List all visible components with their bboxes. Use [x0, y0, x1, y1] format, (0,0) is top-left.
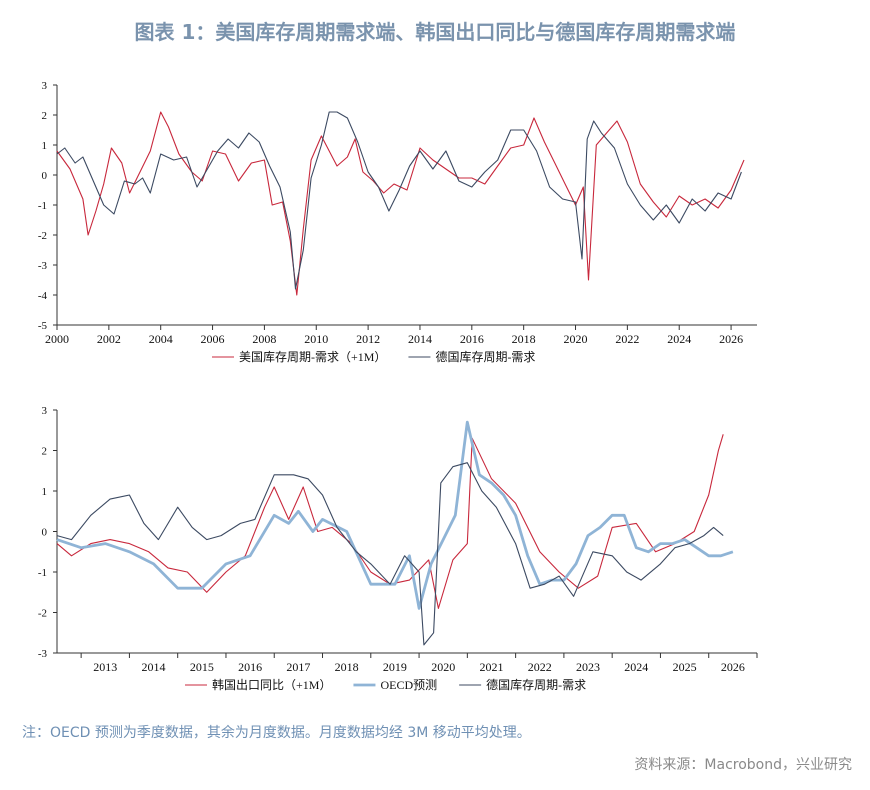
- x-tick-label: 2012: [356, 332, 380, 346]
- y-tick-label: -3: [38, 260, 48, 272]
- legend-label-0: 美国库存周期-需求（+1M）: [239, 349, 386, 364]
- x-tick-label: 2018: [512, 332, 536, 346]
- x-tick-label: 2024: [667, 332, 691, 346]
- x-tick-label: 2008: [252, 332, 276, 346]
- chart-title: 图表 1：美国库存周期需求端、韩国出口同比与德国库存周期需求端: [134, 20, 736, 44]
- x-tick-label: 2018: [335, 660, 359, 674]
- legend-label-1: 德国库存周期-需求: [435, 349, 535, 364]
- footnote: 注：OECD 预测为季度数据，其余为月度数据。月度数据均经 3M 移动平均处理。: [22, 725, 531, 741]
- y-tick-label: -3: [38, 648, 48, 660]
- y-tick-label: 3: [42, 80, 48, 92]
- x-tick-label: 2013: [93, 660, 117, 674]
- x-tick-label: 2014: [408, 332, 432, 346]
- y-tick-label: -4: [38, 290, 48, 302]
- x-tick-label: 2010: [304, 332, 328, 346]
- series-line-1: [56, 420, 734, 610]
- x-tick-label: 2006: [201, 332, 225, 346]
- x-tick-label: 2014: [142, 660, 166, 674]
- x-tick-label: 2019: [383, 660, 407, 674]
- x-tick-label: 2025: [673, 660, 697, 674]
- x-tick-label: 2002: [97, 332, 121, 346]
- x-tick-label: 2022: [528, 660, 552, 674]
- x-tick-label: 2017: [286, 660, 310, 674]
- x-tick-label: 2022: [615, 332, 639, 346]
- x-tick-label: 2020: [564, 332, 588, 346]
- y-tick-label: -5: [38, 320, 48, 332]
- y-tick-label: 2: [42, 110, 48, 122]
- y-tick-label: 0: [42, 527, 48, 539]
- x-tick-label: 2000: [45, 332, 69, 346]
- x-tick-label: 2015: [190, 660, 214, 674]
- legend-label-2: 德国库存周期-需求: [486, 677, 586, 692]
- y-tick-label: 1: [42, 486, 48, 498]
- x-tick-label: 2024: [624, 660, 648, 674]
- chart-korea-oecd-germany: 3 2 1 0 -1 -2 -3 2013 2014 2015 2016 2017 2018 2019 20…: [38, 405, 758, 692]
- series-line-2: [56, 462, 724, 646]
- y-tick-label: 1: [42, 140, 48, 152]
- x-tick-label: 2023: [576, 660, 600, 674]
- legend-label-1: OECD预测: [380, 678, 437, 692]
- x-tick-label: 2016: [238, 660, 262, 674]
- y-tick-label: -2: [38, 608, 47, 620]
- series-line-1: [56, 111, 742, 290]
- x-tick-label: 2026: [721, 660, 745, 674]
- y-tick-label: -2: [38, 230, 47, 242]
- x-tick-label: 2004: [149, 332, 173, 346]
- y-tick-label: 0: [42, 170, 48, 182]
- series-line-0: [56, 434, 724, 609]
- x-tick-label: 2020: [431, 660, 455, 674]
- x-tick-label: 2016: [460, 332, 484, 346]
- x-tick-label: 2021: [479, 660, 503, 674]
- y-tick-label: 3: [42, 405, 48, 417]
- series-line-0: [56, 111, 745, 296]
- x-tick-label: 2026: [719, 332, 743, 346]
- y-tick-label: -1: [38, 567, 47, 579]
- source-note: 资料来源：Macrobond，兴业研究: [634, 757, 852, 773]
- legend-label-0: 韩国出口同比（+1M）: [212, 677, 331, 692]
- y-tick-label: 2: [42, 446, 48, 458]
- y-tick-label: -1: [38, 200, 47, 212]
